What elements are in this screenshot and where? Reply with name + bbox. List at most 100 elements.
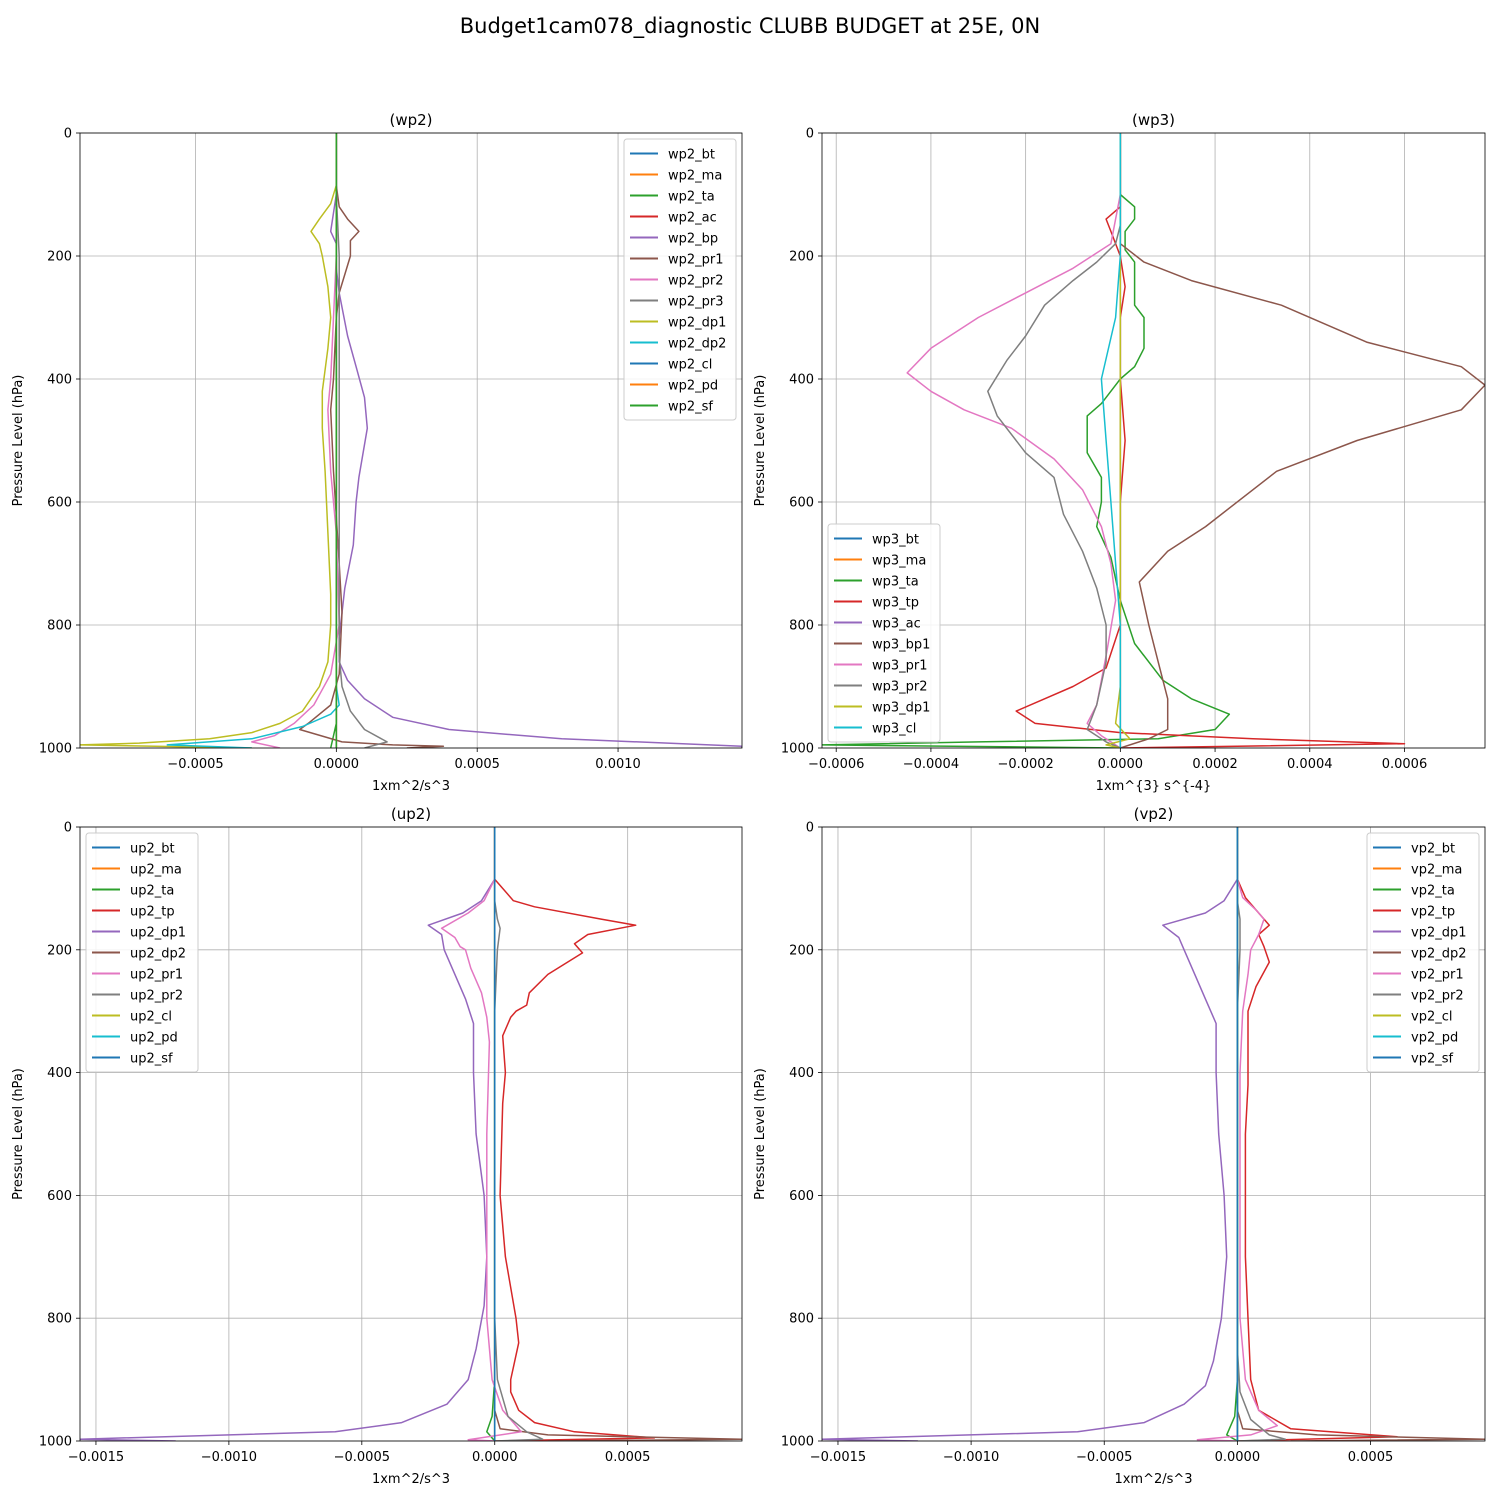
- legend-label-wp2_cl: wp2_cl: [668, 358, 712, 373]
- y-tick-label: 800: [47, 1312, 72, 1327]
- axes-frame: [79, 826, 743, 1442]
- y-tick-label: 800: [789, 619, 814, 634]
- x-tick-label: 0.0000: [472, 1450, 518, 1465]
- legend-label-vp2_pr1: vp2_pr1: [1411, 968, 1464, 983]
- legend: wp3_bt wp3_ma wp3_ta wp3_tp wp3_ac wp3_bp1 wp3…: [827, 523, 941, 743]
- series-line-wp3_bp1: [1119, 133, 1485, 748]
- legend-label-wp2_ma: wp2_ma: [668, 169, 722, 184]
- series-line-up2_dp2: [493, 827, 742, 1441]
- y-tick-label: 1000: [781, 1435, 814, 1450]
- series-group: [80, 133, 742, 748]
- series-line-up2_dp1: [80, 827, 496, 1441]
- x-tick-label: 0.0000: [314, 757, 360, 772]
- series-line-vp2_ta: [1225, 827, 1239, 1441]
- y-tick-label: 0: [64, 127, 72, 142]
- chart-panel-1: −0.0006 −0.0004 −0.0002 0.0000 0.0002 0.0004 0…: [753, 111, 1486, 794]
- x-tick-label: −0.0015: [68, 1450, 124, 1465]
- series-group: [80, 827, 742, 1441]
- legend-label-wp2_pr2: wp2_pr2: [668, 274, 724, 289]
- y-tick-label: 200: [789, 943, 814, 958]
- y-tick-label: 400: [47, 1066, 72, 1081]
- y-tick-label: 600: [789, 496, 814, 511]
- x-tick-label: −0.0010: [943, 1450, 999, 1465]
- legend-label-wp2_dp1: wp2_dp1: [668, 316, 726, 331]
- chart-title: (wp3): [1132, 111, 1175, 129]
- legend-label-wp3_ta: wp3_ta: [872, 575, 919, 590]
- legend-label-vp2_dp1: vp2_dp1: [1411, 926, 1467, 941]
- x-tick-label: −0.0002: [997, 757, 1053, 772]
- legend-label-wp2_bp: wp2_bp: [668, 232, 718, 247]
- series-line-wp3_pr2: [987, 133, 1122, 748]
- series-line-wp3_tp: [1015, 133, 1406, 748]
- legend-label-wp2_ta: wp2_ta: [668, 190, 715, 205]
- series-line-wp2_pr3: [335, 133, 388, 748]
- chart-panel-3: −0.0015 −0.0010 −0.0005 0.0000 0.0005 0 200 400…: [753, 805, 1486, 1487]
- legend-label-up2_dp1: up2_dp1: [130, 926, 186, 941]
- y-tick-label: 800: [47, 619, 72, 634]
- y-tick-label: 600: [47, 496, 72, 511]
- y-axis-label: Pressure Level (hPa): [11, 1068, 26, 1200]
- x-tick-label: 0.0006: [1382, 757, 1428, 772]
- legend-label-up2_ta: up2_ta: [130, 884, 174, 899]
- legend-label-wp3_bt: wp3_bt: [872, 533, 919, 548]
- y-tick-label: 1000: [781, 742, 814, 757]
- chart-title: (wp2): [389, 111, 432, 129]
- y-tick-label: 0: [806, 821, 814, 836]
- legend-box: [1366, 832, 1480, 1073]
- series-line-up2_pr1: [440, 827, 523, 1441]
- y-tick-label: 200: [47, 943, 72, 958]
- legend-label-wp2_pr1: wp2_pr1: [668, 253, 724, 268]
- legend-label-vp2_ta: vp2_ta: [1411, 884, 1455, 899]
- series-line-wp3_ta: [822, 133, 1231, 748]
- chart-title: (up2): [391, 805, 431, 823]
- legend-label-vp2_sf: vp2_sf: [1411, 1052, 1453, 1067]
- x-tick-label: −0.0005: [1076, 1450, 1132, 1465]
- legend-label-up2_pd: up2_pd: [130, 1031, 178, 1046]
- x-tick-label: 0.0000: [1098, 757, 1144, 772]
- legend-box: [623, 138, 737, 421]
- legend-label-wp2_bt: wp2_bt: [668, 148, 715, 163]
- x-tick-label: 0.0005: [1348, 1450, 1394, 1465]
- legend-label-vp2_ma: vp2_ma: [1411, 863, 1462, 878]
- x-axis-label: 1xm^{3} s^{-4}: [1096, 779, 1212, 794]
- legend-label-up2_sf: up2_sf: [130, 1052, 173, 1067]
- legend-box: [827, 523, 941, 743]
- legend-label-wp2_dp2: wp2_dp2: [668, 337, 726, 352]
- legend-label-vp2_pd: vp2_pd: [1411, 1031, 1458, 1046]
- x-tick-label: −0.0005: [167, 757, 223, 772]
- axes-frame: [79, 132, 743, 749]
- x-tick-label: −0.0010: [201, 1450, 257, 1465]
- chart-title: (vp2): [1134, 805, 1174, 823]
- x-tick-label: 0.0002: [1192, 757, 1238, 772]
- x-tick-label: 0.0005: [454, 757, 500, 772]
- series-line-wp2_dp1: [80, 133, 338, 748]
- y-axis-label: Pressure Level (hPa): [753, 375, 768, 507]
- series-line-vp2_pr1: [1196, 827, 1279, 1441]
- legend-label-vp2_dp2: vp2_dp2: [1411, 947, 1467, 962]
- legend: vp2_bt vp2_ma vp2_ta vp2_tp vp2_dp1 vp2_dp2vp…: [1366, 832, 1480, 1073]
- series-group: [822, 827, 1485, 1441]
- legend-label-vp2_pr2: vp2_pr2: [1411, 989, 1464, 1004]
- x-axis-label: 1xm^2/s^3: [372, 1472, 450, 1487]
- y-tick-label: 400: [47, 373, 72, 388]
- figure-title: Budget1cam078_diagnostic CLUBB BUDGET at…: [459, 14, 1041, 38]
- series-line-vp2_dp1: [822, 827, 1239, 1441]
- legend-label-up2_pr2: up2_pr2: [130, 989, 183, 1004]
- chart-panel-2: −0.0015 −0.0010 −0.0005 0.0000 0.0005 0 200 400…: [11, 805, 743, 1487]
- x-tick-label: −0.0005: [334, 1450, 390, 1465]
- legend-label-wp3_ma: wp3_ma: [872, 554, 926, 569]
- legend-label-wp2_pd: wp2_pd: [668, 379, 718, 394]
- legend-label-vp2_cl: vp2_cl: [1411, 1010, 1452, 1025]
- series-line-wp2_pr1: [298, 133, 445, 748]
- y-tick-label: 400: [789, 373, 814, 388]
- chart-panel-0: −0.0005 0.0000 0.0005 0.0010 0 200 400 600 800 10…: [11, 111, 743, 794]
- series-line-up2_tp: [493, 827, 656, 1441]
- series-line-up2_ta: [486, 827, 496, 1441]
- x-tick-label: 0.0000: [1215, 1450, 1261, 1465]
- y-tick-label: 600: [789, 1189, 814, 1204]
- legend-label-up2_pr1: up2_pr1: [130, 968, 183, 983]
- legend-label-up2_tp: up2_tp: [130, 905, 175, 920]
- legend-label-wp3_dp1: wp3_dp1: [872, 701, 930, 716]
- legend-label-up2_cl: up2_cl: [130, 1010, 172, 1025]
